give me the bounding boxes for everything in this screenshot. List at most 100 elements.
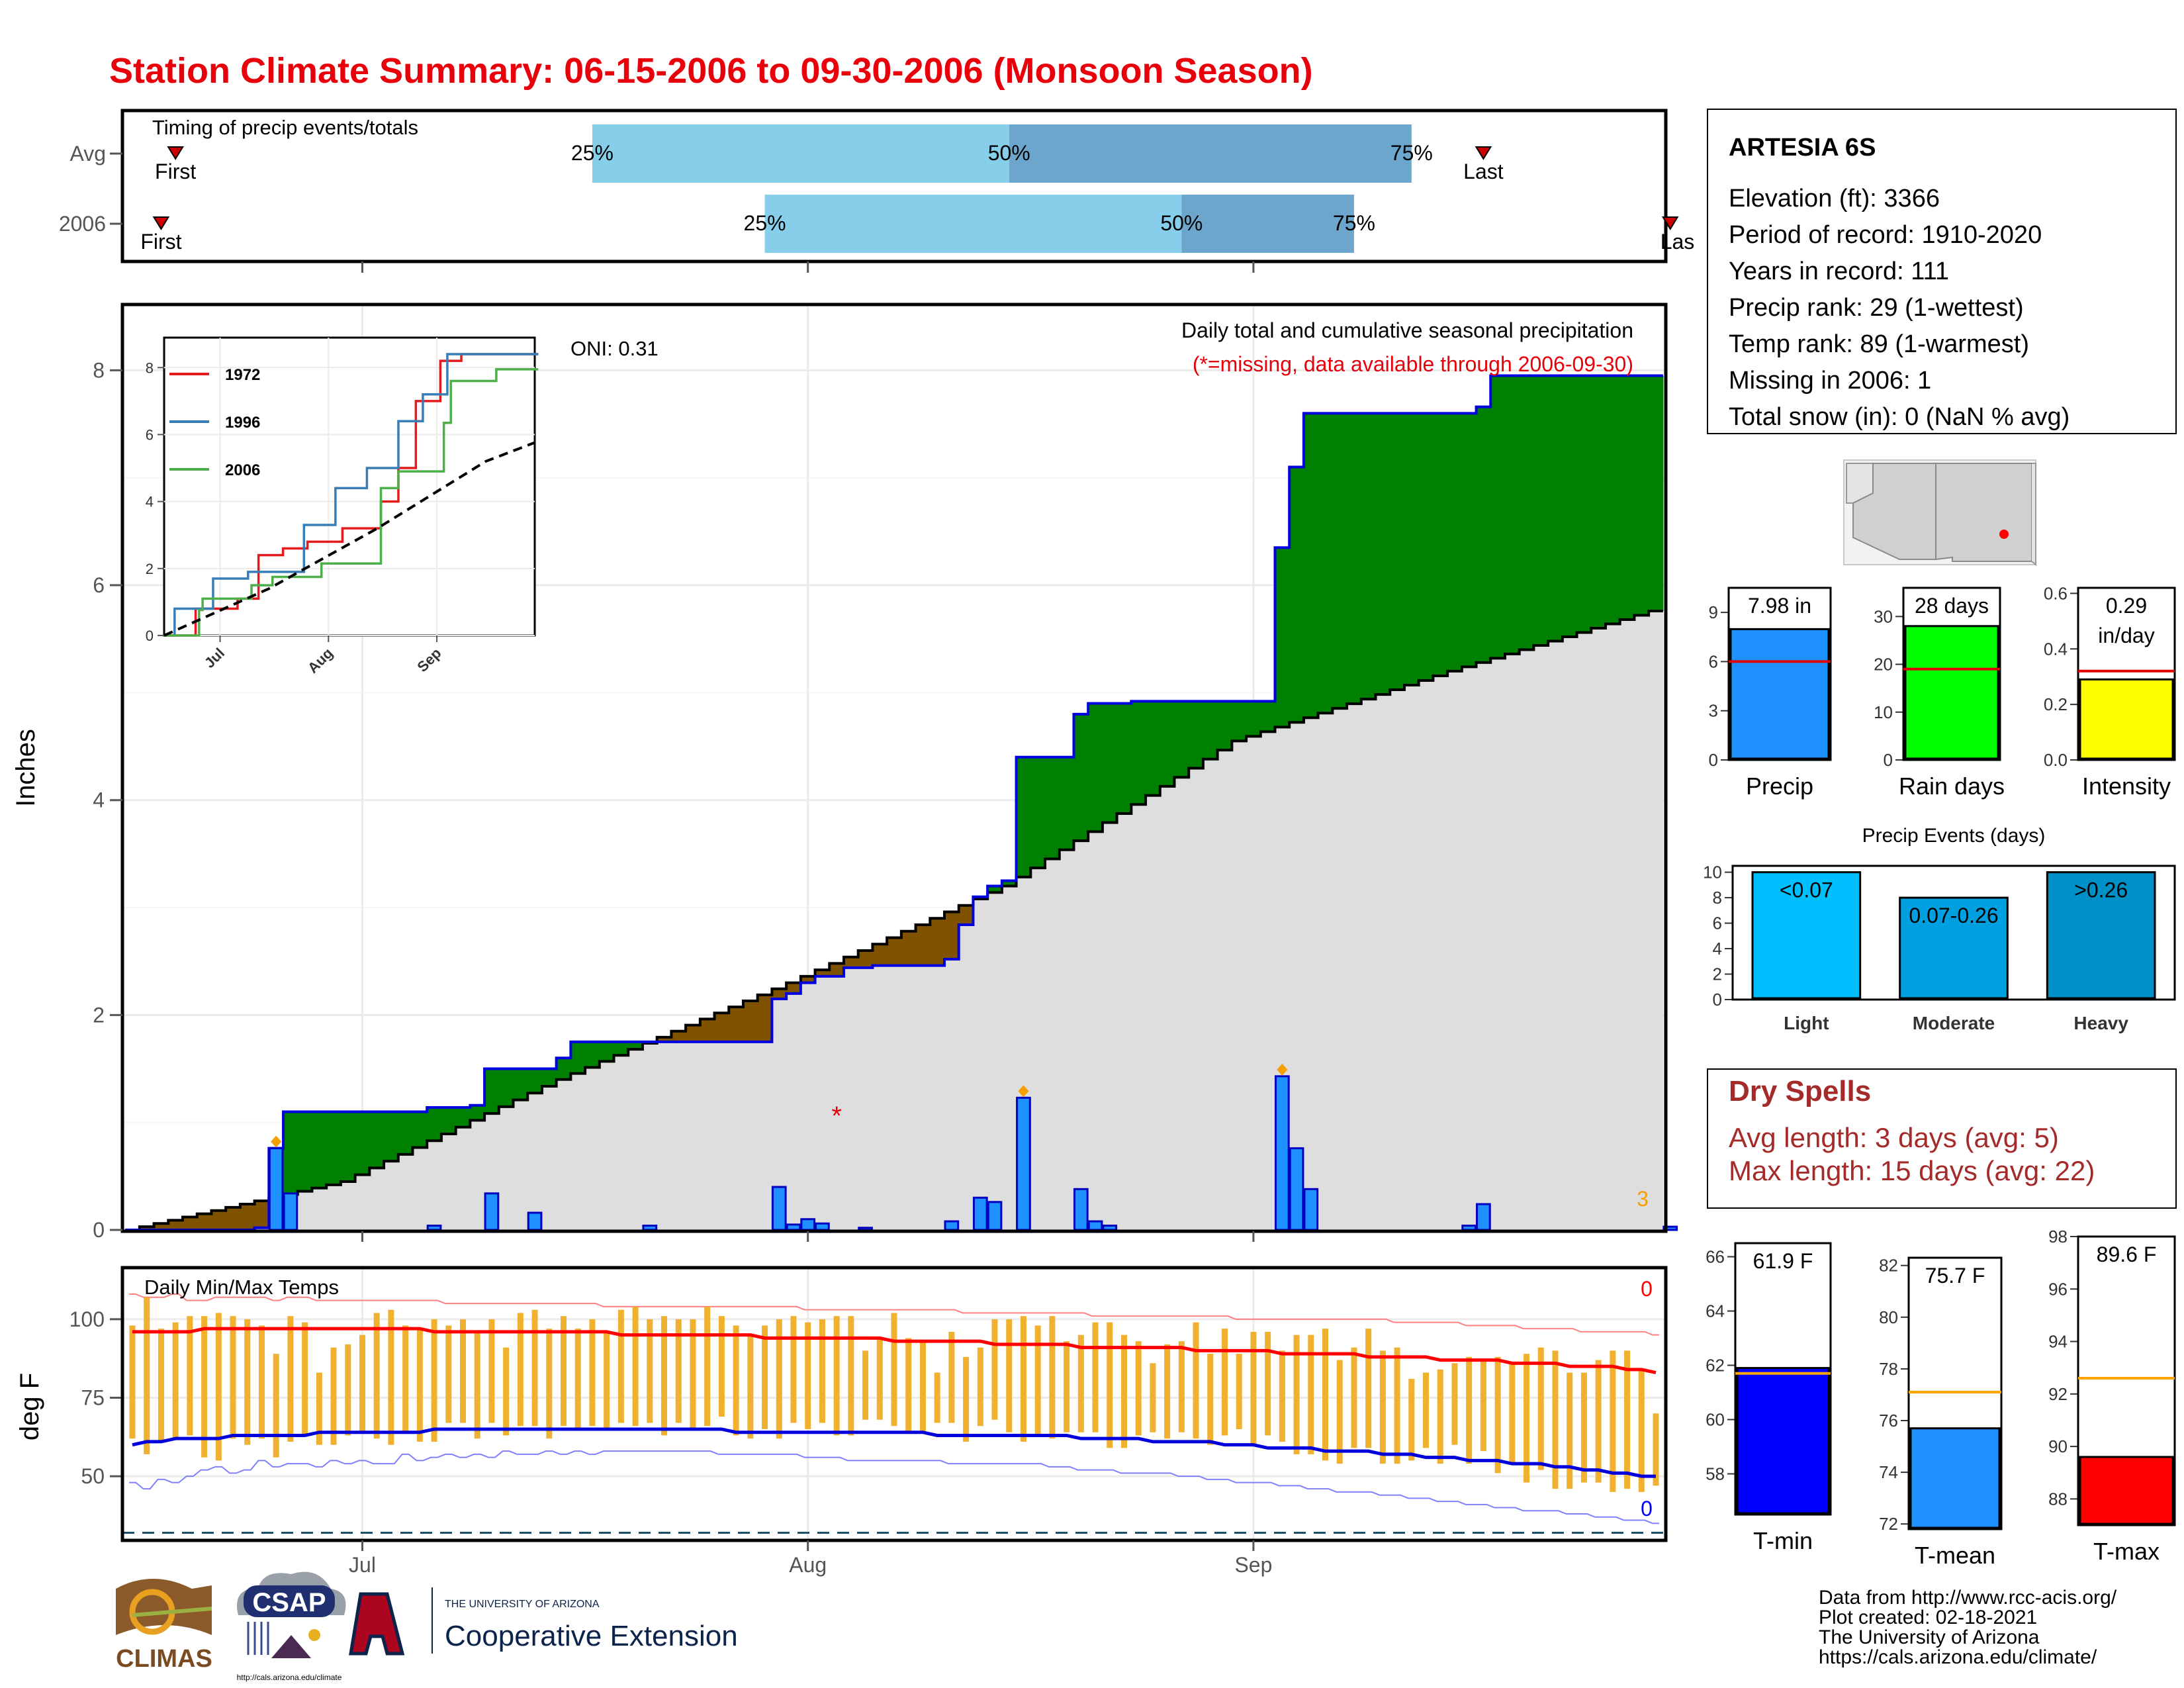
daily-temp-bar xyxy=(776,1319,782,1439)
wet-anomaly-fill xyxy=(1275,547,1290,727)
mini-chart-t-mean: 72 74 76 78 80 82 75.7 F T-mean xyxy=(1879,1256,2003,1569)
daily-temp-bar xyxy=(604,1331,610,1429)
daily-temp-bar xyxy=(1423,1372,1430,1448)
daily-temp-bar xyxy=(1437,1369,1443,1464)
y-tick-label: 2 xyxy=(93,1003,105,1027)
precip-events-title: Precip Events (days) xyxy=(1862,825,2046,847)
y-tick-label: 6 xyxy=(93,573,105,597)
mini-y-tick-label: 64 xyxy=(1706,1301,1725,1321)
temp-panel: 50 75 100 Daily Min/Max Temps 0 0 deg F xyxy=(15,1266,1668,1542)
mini-chart-title: T-max xyxy=(2093,1538,2160,1565)
daily-temp-bar xyxy=(1466,1356,1473,1464)
daily-temp-bar xyxy=(819,1319,825,1423)
wet-anomaly-fill xyxy=(384,1111,399,1162)
daily-precip-bar xyxy=(987,1201,1003,1231)
dry-anomaly-fill xyxy=(139,1227,155,1230)
inset-y-tick-label: 2 xyxy=(146,561,154,577)
daily-temp-bar xyxy=(1408,1379,1415,1461)
dry-anomaly-fill xyxy=(930,918,945,966)
csap-wordmark: CSAP xyxy=(252,1588,326,1617)
dry-anomaly-fill xyxy=(757,994,773,1042)
daily-temp-bar xyxy=(617,1309,624,1423)
daily-temp-bar xyxy=(230,1316,236,1439)
mini-y-tick-label: 66 xyxy=(1706,1247,1725,1267)
first-event-marker xyxy=(167,146,184,160)
first-event-label: First xyxy=(155,160,196,183)
wet-anomaly-fill xyxy=(1001,880,1017,886)
dry-anomaly-fill xyxy=(211,1210,226,1230)
daily-temp-bar xyxy=(517,1313,523,1427)
last-event-label: Last xyxy=(1463,160,1504,183)
precip-panel: * Daily total and cumulative seasonal pr… xyxy=(11,261,1678,1242)
wet-anomaly-fill xyxy=(1174,701,1189,778)
daily-temp-bar xyxy=(1524,1354,1530,1483)
wet-anomaly-fill xyxy=(570,1041,586,1074)
daily-precip-bar xyxy=(815,1222,830,1231)
temp-count-min: 0 xyxy=(1641,1497,1653,1521)
daily-temp-bar xyxy=(747,1335,754,1439)
wet-anomaly-fill xyxy=(398,1111,414,1154)
daily-temp-bar xyxy=(144,1297,150,1454)
daily-temp-bar xyxy=(546,1329,553,1439)
daily-temp-bar xyxy=(1092,1322,1099,1432)
daily-temp-bar xyxy=(1379,1350,1386,1464)
daily-temp-bar xyxy=(201,1316,208,1458)
daily-temp-bar xyxy=(1322,1329,1329,1461)
inset-series-line-2006 xyxy=(164,368,539,637)
wet-anomaly-fill xyxy=(1059,757,1075,850)
mini-chart-title: Rain days xyxy=(1899,773,2005,800)
mini-y-tick-label: 72 xyxy=(1879,1514,1898,1534)
wet-anomaly-fill xyxy=(1562,375,1578,637)
daily-temp-bar xyxy=(704,1306,711,1427)
inset-normal-line xyxy=(163,441,535,637)
wet-anomaly-fill xyxy=(1533,375,1549,645)
wet-anomaly-fill xyxy=(1548,375,1563,641)
wet-anomaly-fill xyxy=(1347,413,1362,704)
daily-temp-bar xyxy=(316,1372,322,1445)
mini-y-tick-label: 80 xyxy=(1879,1307,1898,1327)
daily-temp-bar xyxy=(431,1319,437,1442)
wet-anomaly-fill xyxy=(455,1107,471,1127)
credit-line: Data from http://www.rcc-acis.org/ xyxy=(1819,1587,2117,1609)
dry-anomaly-fill xyxy=(872,944,887,966)
ua-small-text: THE UNIVERSITY OF ARIZONA xyxy=(445,1599,600,1610)
daily-precip-bar xyxy=(642,1225,658,1231)
mini-value-label: 75.7 F xyxy=(1925,1264,1985,1288)
mini-value-label: 0.29 xyxy=(2106,594,2147,618)
daily-temp-bar xyxy=(1451,1363,1458,1445)
daily-temp-bar xyxy=(359,1335,365,1432)
mini-y-tick-label: 2 xyxy=(1713,964,1722,984)
daily-temp-bar xyxy=(1034,1325,1041,1436)
daily-temp-bar xyxy=(1365,1329,1372,1448)
daily-temp-bar xyxy=(1580,1372,1587,1483)
wet-anomaly-fill xyxy=(1649,375,1664,612)
wet-anomaly-fill xyxy=(614,1041,629,1056)
wet-anomaly-fill xyxy=(1605,375,1621,624)
mini-label-bg xyxy=(1915,1259,1995,1291)
wet-anomaly-fill xyxy=(1476,406,1491,663)
daily-temp-bar xyxy=(848,1316,854,1436)
precip-event-bar-label: <0.07 xyxy=(1780,878,1833,902)
wet-anomaly-fill xyxy=(297,1111,313,1192)
peak-marker xyxy=(1018,1085,1029,1098)
daily-temp-bar xyxy=(172,1322,179,1439)
daily-temp-bar xyxy=(833,1316,840,1436)
timing-quantile-label: 50% xyxy=(1160,211,1203,235)
daily-temp-bar xyxy=(1638,1369,1645,1492)
mini-y-tick-label: 10 xyxy=(1703,863,1722,882)
daily-temp-bar xyxy=(273,1354,279,1458)
precip-event-bar xyxy=(1751,871,1862,1000)
mini-y-tick-label: 8 xyxy=(1713,888,1722,908)
inset-y-tick-label: 6 xyxy=(146,426,154,443)
x-tick-label: Jul xyxy=(349,1553,376,1577)
daily-temp-bar xyxy=(459,1319,466,1423)
wet-anomaly-fill xyxy=(556,1058,571,1080)
mini-y-tick-label: 10 xyxy=(1874,702,1893,722)
daily-temp-bar xyxy=(1653,1413,1659,1486)
precip-annotation-missing: (*=missing, data available through 2006-… xyxy=(1193,352,1633,376)
precip-event-category: Heavy xyxy=(2073,1013,2128,1033)
timing-q50-q75-bar xyxy=(1009,124,1412,183)
timing-quantile-label: 25% xyxy=(744,211,786,235)
wet-anomaly-fill xyxy=(1390,413,1405,690)
page-title: Station Climate Summary: 06-15-2006 to 0… xyxy=(109,51,1313,91)
